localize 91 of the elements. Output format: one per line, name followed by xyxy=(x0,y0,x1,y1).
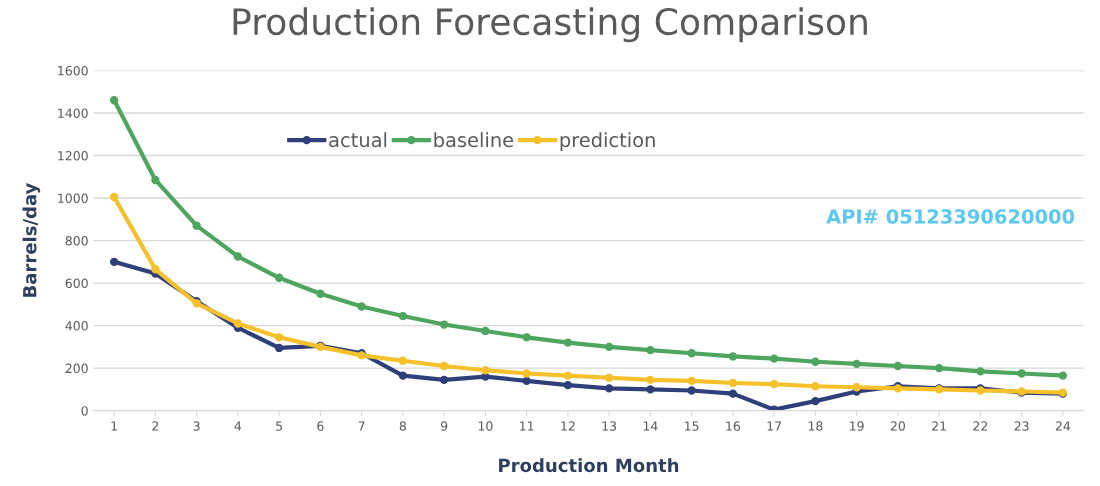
x-tick-label: 24 xyxy=(1055,421,1071,431)
point xyxy=(439,361,449,371)
point xyxy=(646,345,655,355)
x-tick-label: 16 xyxy=(726,421,741,431)
point xyxy=(439,320,449,329)
x-tick-label: 5 xyxy=(276,421,283,431)
x-tick-label: 20 xyxy=(890,421,905,431)
x-tick-label: 18 xyxy=(808,421,823,431)
point xyxy=(852,383,861,392)
point xyxy=(769,354,779,363)
point xyxy=(274,343,284,353)
point xyxy=(316,289,325,298)
point xyxy=(1058,371,1068,380)
y-tick-label: 400 xyxy=(65,321,88,331)
y-tick-label: 1400 xyxy=(58,108,88,118)
point xyxy=(109,192,119,202)
point xyxy=(687,386,696,395)
y-tick-label: 1200 xyxy=(58,150,88,161)
point xyxy=(811,382,820,391)
point xyxy=(522,376,531,386)
y-tick-label: 1000 xyxy=(58,193,88,203)
x-tick-label: 21 xyxy=(932,421,946,431)
x-tick-label: 23 xyxy=(1014,421,1029,431)
point xyxy=(274,273,284,282)
point xyxy=(728,389,738,398)
x-tick-label: 15 xyxy=(685,421,699,431)
point xyxy=(357,302,366,311)
y-axis-title: Barrels/day xyxy=(22,182,41,297)
point xyxy=(852,359,861,369)
y-tick-label: 200 xyxy=(65,363,88,374)
y-tick-label: 1600 xyxy=(58,65,88,76)
point xyxy=(522,369,531,378)
point xyxy=(233,252,243,261)
x-tick-label: 11 xyxy=(520,421,534,431)
point xyxy=(274,333,284,342)
point xyxy=(769,379,779,389)
x-tick-label: 17 xyxy=(767,421,782,431)
legend-label: prediction xyxy=(560,132,655,152)
point xyxy=(481,366,490,375)
point xyxy=(646,385,655,394)
point xyxy=(398,371,408,380)
point xyxy=(687,349,696,358)
point xyxy=(109,257,119,266)
x-tick-label: 13 xyxy=(602,421,617,431)
x-tick-label: 7 xyxy=(358,421,365,431)
point xyxy=(1017,369,1026,378)
point xyxy=(604,384,614,393)
y-tick-label: 800 xyxy=(65,236,88,246)
point xyxy=(398,311,408,321)
point xyxy=(439,375,449,385)
point xyxy=(563,371,573,380)
point xyxy=(192,221,201,230)
x-tick-label: 2 xyxy=(152,421,159,431)
x-tick-label: 3 xyxy=(193,421,200,431)
x-tick-label: 10 xyxy=(478,421,493,431)
point xyxy=(563,380,573,390)
x-axis-title: Production Month xyxy=(499,458,679,473)
x-tick-label: 8 xyxy=(399,421,406,431)
point xyxy=(728,378,738,388)
x-tick-label: 6 xyxy=(317,421,324,431)
x-tick-label: 4 xyxy=(234,421,242,431)
point xyxy=(604,342,614,352)
x-tick-label: 22 xyxy=(973,421,988,431)
point xyxy=(604,373,614,382)
y-tick-label: 0 xyxy=(81,406,88,416)
point xyxy=(934,363,944,373)
annotation: API# 05123390620000 xyxy=(826,209,1075,224)
point xyxy=(481,326,490,336)
point xyxy=(522,333,531,342)
point xyxy=(398,356,408,365)
legend-label: baseline xyxy=(434,132,514,148)
point xyxy=(976,367,985,376)
point xyxy=(151,265,160,274)
point xyxy=(893,361,903,371)
y-tick-label: 600 xyxy=(65,278,88,289)
point xyxy=(109,96,119,105)
point xyxy=(563,338,573,347)
x-tick-label: 1 xyxy=(111,421,117,431)
x-tick-label: 14 xyxy=(643,421,658,431)
point xyxy=(687,376,696,386)
x-tick-label: 19 xyxy=(850,421,864,431)
legend-label: actual xyxy=(329,132,387,148)
x-tick-label: 9 xyxy=(440,421,448,431)
x-tick-label: 12 xyxy=(561,421,575,431)
point xyxy=(811,396,820,406)
point xyxy=(646,375,655,385)
point xyxy=(728,352,738,361)
chart-title: Production Forecasting Comparison xyxy=(233,7,867,43)
point xyxy=(811,357,820,366)
point xyxy=(233,319,243,328)
point xyxy=(151,175,160,185)
